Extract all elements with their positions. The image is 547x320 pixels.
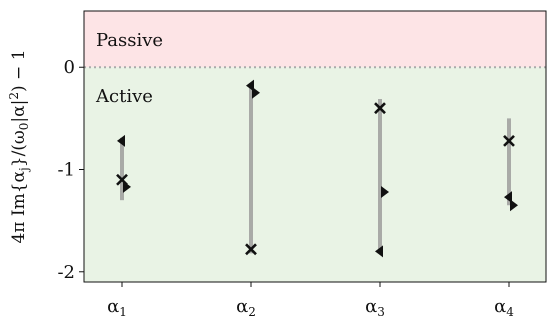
plot-frame [83,10,547,283]
triangle-right-marker-3 [381,186,389,199]
passive-region-label: Passive [96,30,163,51]
active-region-label: Active [95,86,153,107]
passive-region [84,11,546,68]
triangle-right-marker-4 [510,199,518,212]
active-region [84,67,546,282]
x-axis: α1 α2 α3 α4 [107,282,514,319]
triangle-left-marker-1 [117,134,125,147]
y-axis-label: 4π Im{αj}/(ω0|α|2) − 1 [7,49,31,243]
triangle-left-marker-3 [375,245,383,258]
cross-marker-3 [374,102,386,115]
range-bars [120,83,511,254]
plot-background [84,11,546,282]
x-tick-label: α2 [236,296,256,319]
triangle-right-marker-1 [123,180,131,193]
y-axis: 0 -1 -2 [57,57,84,283]
cross-marker-4 [503,134,515,147]
y-tick-label: -2 [57,262,75,283]
x-tick-label: α1 [107,296,127,319]
data-markers [116,79,518,258]
cross-marker-2 [245,243,257,256]
y-tick-label: 0 [64,57,75,78]
x-tick-label: α4 [494,296,514,319]
triangle-right-marker-2 [252,86,260,99]
y-tick-label: -1 [57,160,75,181]
x-tick-label: α3 [365,296,385,319]
